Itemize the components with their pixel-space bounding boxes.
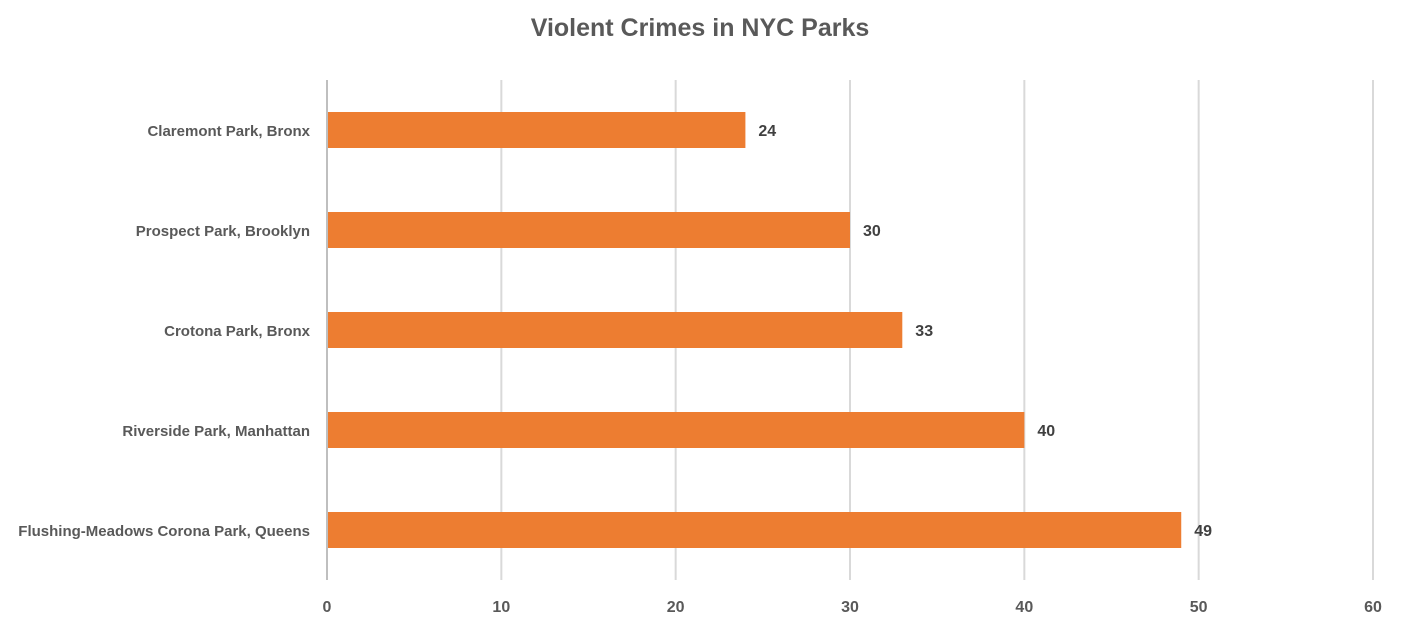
data-label: 24 — [758, 123, 776, 140]
category-label: Riverside Park, Manhattan — [122, 423, 310, 440]
x-tick-label: 0 — [323, 599, 332, 616]
x-tick-label: 40 — [1015, 599, 1033, 616]
category-label: Crotona Park, Bronx — [164, 323, 311, 340]
data-label: 40 — [1037, 423, 1055, 440]
bar — [328, 512, 1182, 548]
bar — [328, 112, 746, 148]
category-label: Flushing-Meadows Corona Park, Queens — [18, 523, 310, 540]
bars — [328, 112, 1182, 548]
labels: 0 10 20 30 40 50 60 Claremont Park, Bronx 24 Pros… — [18, 123, 1382, 616]
x-tick-label: 20 — [667, 599, 685, 616]
bar — [328, 412, 1025, 448]
chart-title: Violent Crimes in NYC Parks — [530, 14, 870, 42]
category-label: Prospect Park, Brooklyn — [136, 223, 310, 240]
bar — [328, 312, 903, 348]
category-label: Claremont Park, Bronx — [147, 123, 310, 140]
data-label: 49 — [1194, 523, 1212, 540]
data-label: 30 — [863, 223, 881, 240]
data-label: 33 — [915, 323, 933, 340]
x-tick-label: 30 — [841, 599, 859, 616]
x-tick-label: 50 — [1190, 599, 1208, 616]
x-tick-label: 10 — [492, 599, 510, 616]
bar — [328, 212, 850, 248]
x-tick-label: 60 — [1364, 599, 1382, 616]
